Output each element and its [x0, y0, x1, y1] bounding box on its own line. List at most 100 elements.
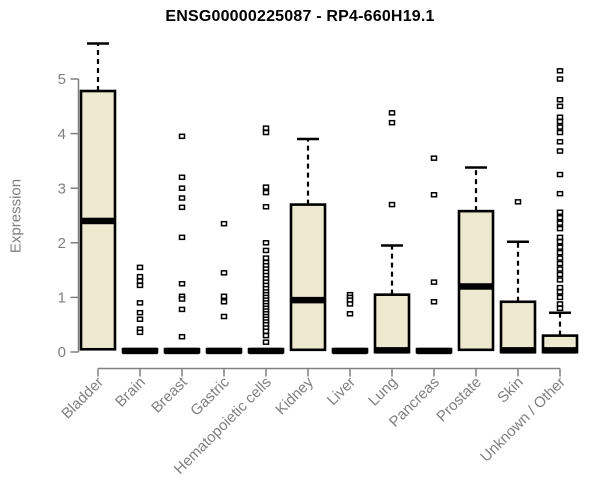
- outlier-point-breast: [178, 296, 186, 302]
- outlier-point-hematopoietic-cells: [262, 339, 270, 345]
- chart-title: ENSG00000225087 - RP4-660H19.1: [165, 8, 435, 25]
- outlier-point-unknown-other: [556, 209, 564, 215]
- outlier-point-unknown-other: [556, 214, 564, 221]
- outlier-point-unknown-other: [556, 114, 564, 120]
- x-tick-label-group: Skin: [494, 374, 527, 407]
- outlier-point-unknown-other: [556, 244, 564, 250]
- median-bar-hematopoietic-cells: [248, 347, 284, 355]
- outlier-point-unknown-other: [556, 266, 564, 272]
- median-bar-pancreas: [416, 347, 452, 355]
- x-tick-label-bladder: Bladder: [58, 374, 107, 423]
- median-bar-unknown-other: [542, 347, 578, 354]
- outlier-point-unknown-other: [556, 249, 564, 256]
- x-tick-label-group: Brain: [112, 374, 149, 411]
- y-tick-label: 1: [58, 290, 66, 307]
- iqr-box-skin: [499, 300, 537, 354]
- outlier-point-breast: [178, 333, 186, 340]
- y-tick-label: 2: [58, 235, 66, 252]
- outlier-point-hematopoietic-cells: [262, 328, 270, 335]
- outlier-point-unknown-other: [556, 118, 564, 125]
- outlier-point-hematopoietic-cells: [262, 129, 270, 136]
- outlier-point-pancreas: [430, 299, 438, 305]
- outlier-point-lung: [388, 119, 396, 126]
- outlier-point-unknown-other: [556, 68, 564, 74]
- median-bar-brain: [122, 347, 158, 355]
- x-tick-label-skin: Skin: [494, 374, 527, 407]
- outlier-point-hematopoietic-cells: [262, 184, 270, 190]
- outlier-point-pancreas: [430, 279, 438, 285]
- outlier-point-unknown-other: [556, 124, 564, 130]
- outlier-point-brain: [136, 309, 144, 316]
- x-tick-label-lung: Lung: [365, 374, 401, 410]
- box-group-gastric: [205, 220, 243, 355]
- outlier-point-unknown-other: [556, 171, 564, 178]
- median-bar-bladder: [80, 217, 116, 225]
- box-group-skin: [499, 199, 537, 354]
- box-group-brain: [121, 264, 159, 355]
- median-bar-kidney: [290, 296, 326, 304]
- outlier-point-pancreas: [430, 155, 438, 161]
- median-bar-lung: [374, 347, 410, 354]
- x-tick-label-liver: Liver: [324, 374, 359, 409]
- outlier-point-unknown-other: [556, 305, 564, 312]
- outlier-point-hematopoietic-cells: [262, 125, 270, 131]
- outlier-point-breast: [178, 133, 186, 140]
- x-tick-label-group: Breast: [148, 373, 191, 416]
- outlier-point-unknown-other: [556, 284, 564, 291]
- outlier-point-unknown-other: [556, 289, 564, 295]
- outlier-point-brain: [136, 300, 144, 306]
- box-group-lung: [373, 110, 411, 354]
- x-tick-label-group: Lung: [365, 374, 401, 410]
- y-tick-label: 3: [58, 180, 66, 197]
- outlier-point-hematopoietic-cells: [262, 255, 270, 261]
- outlier-point-breast: [178, 306, 186, 313]
- box-group-breast: [163, 133, 201, 355]
- outlier-point-hematopoietic-cells: [262, 332, 270, 339]
- outlier-point-gastric: [220, 270, 228, 276]
- outlier-point-gastric: [220, 313, 228, 320]
- outlier-point-gastric: [220, 299, 228, 305]
- x-tick-label-prostate: Prostate: [433, 374, 485, 426]
- outlier-point-unknown-other: [556, 301, 564, 307]
- outlier-point-lung: [388, 201, 396, 208]
- outlier-point-gastric: [220, 220, 228, 227]
- outlier-point-breast: [178, 281, 186, 287]
- outlier-point-unknown-other: [556, 238, 564, 245]
- box-group-prostate: [457, 166, 495, 352]
- outlier-point-hematopoietic-cells: [262, 189, 270, 196]
- median-bar-prostate: [458, 283, 494, 290]
- outlier-point-brain: [136, 329, 144, 336]
- box-group-bladder: [79, 42, 117, 351]
- outlier-point-breast: [178, 234, 186, 241]
- iqr-box-kidney: [289, 203, 327, 352]
- outlier-point-unknown-other: [556, 271, 564, 278]
- y-tick-label: 0: [58, 344, 66, 361]
- y-tick-label: 4: [58, 126, 66, 143]
- outlier-point-gastric: [220, 293, 228, 300]
- outlier-point-unknown-other: [556, 260, 564, 267]
- outlier-point-unknown-other: [556, 148, 564, 154]
- outlier-point-breast: [178, 204, 186, 211]
- outlier-point-breast: [178, 174, 186, 181]
- x-tick-label-group: Bladder: [58, 374, 107, 423]
- median-bar-gastric: [206, 347, 242, 355]
- outlier-point-unknown-other: [556, 225, 564, 232]
- outlier-point-liver: [346, 301, 354, 307]
- outlier-point-unknown-other: [556, 255, 564, 261]
- outlier-point-unknown-other: [556, 139, 564, 145]
- outlier-point-liver: [346, 311, 354, 317]
- median-bar-skin: [500, 347, 536, 354]
- x-tick-label-group: Prostate: [433, 374, 485, 426]
- outlier-point-unknown-other: [556, 103, 564, 110]
- box-group-pancreas: [415, 155, 453, 355]
- outlier-point-hematopoietic-cells: [262, 247, 270, 254]
- outlier-point-brain: [136, 278, 144, 284]
- box-group-hematopoietic-cells: [247, 125, 285, 355]
- median-bar-liver: [332, 347, 368, 355]
- outlier-point-lung: [388, 110, 396, 116]
- outlier-point-pancreas: [430, 192, 438, 198]
- median-bar-breast: [164, 347, 200, 355]
- outlier-point-skin: [514, 199, 522, 205]
